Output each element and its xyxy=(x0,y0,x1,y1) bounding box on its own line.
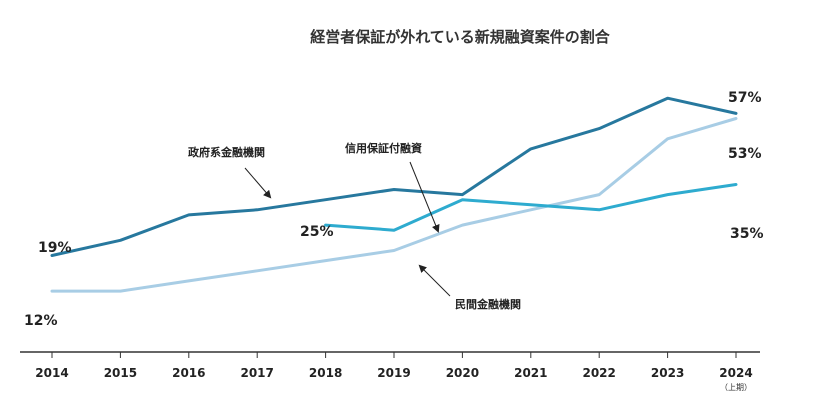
arrow-government xyxy=(244,167,272,199)
x-axis-tick-label: 2016 xyxy=(172,366,205,380)
x-axis-tick-label: 2015 xyxy=(104,366,137,380)
arrow-guarantee xyxy=(409,161,440,233)
data-label-government-end: 57% xyxy=(728,90,762,106)
series-label-private: 民間金融機関 xyxy=(455,297,521,311)
x-axis-tick-note: （上期） xyxy=(720,383,752,392)
x-axis-tick-label: 2017 xyxy=(240,366,273,380)
x-axis-tick-label: 2018 xyxy=(309,366,342,380)
x-axis-tick-label: 2019 xyxy=(377,366,410,380)
arrow-private xyxy=(418,264,451,297)
data-label-guarantee-start: 25% xyxy=(300,224,334,240)
series-label-government: 政府系金融機関 xyxy=(188,145,265,159)
x-axis-tick-label: 2014 xyxy=(35,366,68,380)
data-label-private-end: 53% xyxy=(728,146,762,162)
series-label-guarantee: 信用保証付融資 xyxy=(345,141,422,155)
x-axis-tick-label: 2024 xyxy=(719,366,752,380)
chart-title: 経営者保証が外れている新規融資案件の割合 xyxy=(310,28,611,46)
x-axis-tick-label: 2020 xyxy=(446,366,479,380)
x-axis-tick-label: 2021 xyxy=(514,366,547,380)
data-label-government-start: 19% xyxy=(38,240,72,256)
data-label-guarantee-end: 35% xyxy=(730,226,764,242)
plot-area: 2014 2015 2016 2017 2018 2019 2020 2021 2022 2023… xyxy=(20,96,760,392)
x-axis-tick-label: 2022 xyxy=(582,366,615,380)
annotation-arrows xyxy=(244,161,451,297)
series-line-government xyxy=(50,96,738,257)
data-label-private-start: 12% xyxy=(24,313,58,329)
x-axis-tick-label: 2023 xyxy=(651,366,684,380)
